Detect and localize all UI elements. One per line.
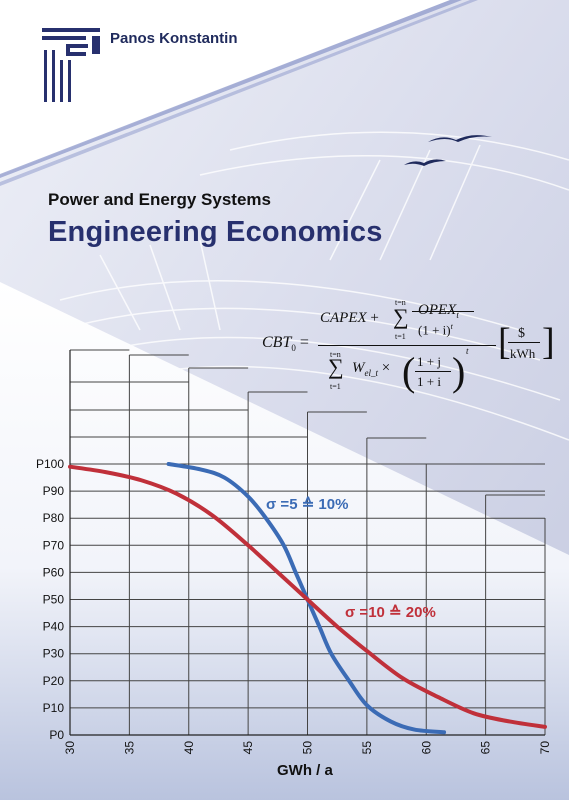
main-fraction-bar bbox=[318, 345, 496, 346]
unit-bracket-right: ] bbox=[542, 321, 555, 363]
sum-lower-limit: t=1 bbox=[395, 332, 406, 341]
sum-symbol-2: ∑ bbox=[328, 354, 344, 379]
formula-opex-den: (1 + i)t bbox=[418, 322, 453, 338]
sum-symbol: ∑ bbox=[393, 304, 409, 329]
inner-fraction-bar bbox=[415, 371, 451, 372]
y-tick-label: P100 bbox=[36, 457, 64, 471]
y-tick-label: P50 bbox=[43, 593, 65, 607]
x-tick-label: 40 bbox=[182, 741, 196, 755]
y-tick-label: P0 bbox=[49, 728, 64, 742]
diagonal-stripe bbox=[0, 0, 462, 178]
sum-upper-limit-2: t=n bbox=[330, 350, 341, 359]
series-line-sigma-10 bbox=[68, 464, 547, 729]
y-tick-label: P70 bbox=[43, 538, 65, 552]
x-tick-label: 55 bbox=[360, 741, 374, 755]
publisher-logo-icon bbox=[42, 28, 100, 102]
formula-opex: OPEXt bbox=[418, 302, 459, 320]
author-name: Panos Konstantin bbox=[110, 30, 238, 47]
chart-series bbox=[68, 462, 547, 735]
paren-exponent: t bbox=[466, 346, 469, 356]
book-subtitle: Power and Energy Systems bbox=[48, 190, 271, 209]
annotation-sigma-10: σ =10 ≙ 20% bbox=[345, 604, 436, 621]
y-tick-label: P10 bbox=[43, 701, 65, 715]
x-tick-label: 65 bbox=[479, 741, 493, 755]
x-tick-label: 70 bbox=[538, 741, 552, 755]
formula-w: Wel_t × bbox=[352, 360, 391, 378]
unit-bracket-left: [ bbox=[498, 321, 511, 363]
x-tick-label: 35 bbox=[122, 741, 136, 755]
formula-paren-left: ( bbox=[402, 349, 416, 394]
unit-fraction-bar bbox=[508, 342, 540, 343]
formula-lhs: CBT0 = bbox=[262, 334, 309, 354]
book-title: Engineering Economics bbox=[48, 216, 383, 248]
x-tick-label: 50 bbox=[301, 741, 315, 755]
chart-axes: P0 P10 P20 P30 P40 P50 P60 P70 P80 P90 P100 30 35 40 4… bbox=[36, 350, 552, 754]
opex-fraction-bar bbox=[412, 311, 474, 312]
y-tick-label: P80 bbox=[43, 511, 65, 525]
unit-top: $ bbox=[518, 326, 525, 341]
x-tick-label: 60 bbox=[419, 741, 433, 755]
y-tick-label: P90 bbox=[43, 484, 65, 498]
bird-icon bbox=[428, 135, 492, 142]
formula-paren-right: ) bbox=[452, 349, 466, 394]
x-axis-title: GWh / a bbox=[277, 762, 333, 779]
x-tick-label: 45 bbox=[241, 741, 255, 755]
building-grid bbox=[59, 131, 569, 441]
diagonal-stripe bbox=[0, 0, 478, 186]
unit-bottom: kWh bbox=[510, 346, 536, 361]
formula-frac-top: 1 + j bbox=[417, 354, 441, 369]
sum-lower-limit-2: t=1 bbox=[330, 382, 341, 391]
formula-capex: CAPEX + bbox=[320, 310, 379, 326]
x-tick-label: 30 bbox=[63, 741, 77, 755]
y-tick-label: P60 bbox=[43, 565, 65, 579]
y-tick-label: P30 bbox=[43, 647, 65, 661]
annotation-sigma-5: σ =5 ≙ 10% bbox=[266, 496, 348, 513]
y-tick-label: P40 bbox=[43, 620, 65, 634]
bird-icon bbox=[404, 159, 446, 166]
formula-frac-bottom: 1 + i bbox=[417, 374, 441, 389]
chart-grid bbox=[69, 349, 546, 736]
y-tick-label: P20 bbox=[43, 674, 65, 688]
sum-upper-limit: t=n bbox=[395, 298, 406, 307]
cbt-formula: CBT0 = CAPEX + t=n ∑ t=1 OPEXt (1 + i)t … bbox=[262, 298, 562, 398]
